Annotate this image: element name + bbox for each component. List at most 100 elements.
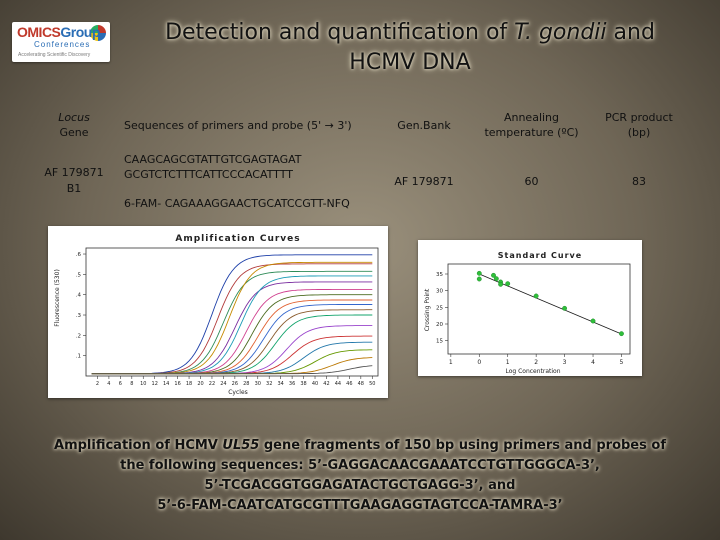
row-reverse-primer: GCGTCTCTTTCATTCCCACATTTT (124, 168, 293, 181)
standard-curve-y-tick-label: 30 (436, 289, 443, 295)
title-text-b: and (606, 20, 655, 45)
standard-curve-point (476, 276, 482, 282)
omics-group-logo: OMICSGroup Conferences Accelerating Scie… (12, 22, 110, 62)
standard-curve-panel: Standard Curve Crossing Point Log Concen… (418, 240, 642, 376)
figure-caption: Amplification of HCMV UL55 gene fragment… (20, 436, 700, 516)
header-annealing-unit: temperature (ºC) (484, 126, 579, 139)
standard-curve-x-tick-label: 1 (449, 359, 453, 366)
amplification-x-tick-label: 12 (152, 381, 158, 387)
amplification-x-tick-label: 6 (119, 381, 122, 387)
amplification-x-tick-label: 26 (232, 381, 238, 387)
row-probe: 6-FAM- CAGAAAGGAACTGCATCCGTT-NFQ (124, 197, 350, 210)
header-product: PCR product (605, 111, 673, 124)
logo-name: OMICSGroup (17, 24, 100, 40)
amplification-curve-7 (91, 288, 373, 375)
amplification-x-tick-label: 24 (220, 381, 226, 387)
amplification-y-tick-label: .2 (76, 333, 81, 339)
standard-curve-y-tick-label: 35 (436, 272, 443, 278)
caption-line-3: 5’-TCGACGGTGGAGATACTGCTGAGG-3’, and (204, 478, 516, 493)
amplification-curve-18 (91, 365, 373, 375)
amplification-y-tick-label: .3 (76, 313, 82, 319)
standard-curve-x-tick-label: 4 (591, 359, 595, 366)
standard-curve-point (493, 276, 499, 282)
amplification-curve-15 (91, 341, 373, 375)
amplification-x-tick-label: 8 (130, 381, 133, 387)
amplification-curve-6 (91, 275, 373, 375)
logo-tagline: Accelerating Scientific Discovery (18, 52, 91, 58)
amplification-curve-11 (91, 309, 373, 375)
amplification-x-tick-label: 50 (369, 381, 375, 387)
title-line-1: Detection and quantification of T. gondi… (130, 18, 690, 48)
primer-table: Locus Gene Sequences of primers and prob… (34, 104, 694, 226)
amplification-x-tick-label: 10 (140, 381, 146, 387)
amplification-y-tick-label: .4 (76, 293, 82, 299)
amplification-x-tick-label: 38 (300, 381, 306, 387)
row-product: 83 (632, 175, 646, 188)
amplification-x-tick-label: 4 (107, 381, 110, 387)
amplification-y-tick-label: .5 (76, 272, 82, 278)
amplification-x-tick-label: 22 (209, 381, 215, 387)
amplification-x-tick-label: 48 (358, 381, 364, 387)
standard-curve-y-tick-label: 15 (436, 339, 443, 345)
amplification-curve-5 (91, 281, 373, 375)
amplification-curves-chart: Amplification Curves Fluorescence (530) … (54, 234, 379, 396)
row-locus: AF 179871 (44, 166, 104, 179)
standard-curve-title: Standard Curve (498, 251, 582, 260)
standard-curve-point (590, 318, 596, 324)
standard-curve-point (533, 293, 539, 299)
header-gene: Gene (59, 126, 89, 139)
standard-curve-x-axis-label: Log Concentration (505, 368, 560, 375)
standard-curve-y-tick-label: 20 (436, 322, 443, 328)
amplification-curve-14 (91, 335, 373, 375)
standard-curve-y-axis-label: Crossing Point (424, 288, 431, 331)
amplification-x-tick-label: 40 (312, 381, 318, 387)
title-organism: T. gondii (514, 20, 607, 45)
standard-curve-point (562, 305, 567, 311)
caption-text-a: Amplification of HCMV (54, 438, 223, 453)
standard-curve-x-tick-label: 3 (563, 359, 567, 366)
amplification-y-tick-label: .6 (76, 252, 82, 258)
caption-text-b: gene fragments of 150 bp using primers a… (259, 438, 666, 453)
standard-curve-point (491, 272, 496, 278)
caption-line-1: Amplification of HCMV UL55 gene fragment… (20, 436, 700, 456)
amplification-x-tick-label: 30 (255, 381, 261, 387)
header-genbank: Gen.Bank (397, 119, 451, 132)
logo-name-group: Group (60, 24, 100, 40)
title-text-a: Detection and quantification of (165, 20, 515, 45)
standard-curve-x-tick-label: 1 (506, 359, 510, 366)
standard-curve-y-tick-label: 25 (436, 305, 443, 311)
amplification-y-axis-label: Fluorescence (530) (54, 269, 61, 327)
amplification-x-tick-label: 46 (346, 381, 352, 387)
amplification-x-tick-label: 32 (266, 381, 272, 387)
standard-curve-x-tick-label: 5 (620, 359, 624, 366)
caption-gene-name: UL55 (222, 438, 260, 453)
amplification-chart-title: Amplification Curves (175, 234, 300, 244)
amplification-x-tick-label: 18 (186, 381, 192, 387)
logo-name-omics: OMICS (17, 24, 61, 40)
amplification-x-tick-label: 36 (289, 381, 295, 387)
amplification-x-tick-label: 14 (163, 381, 169, 387)
amplification-x-tick-label: 42 (323, 381, 329, 387)
header-product-unit: (bp) (627, 126, 651, 139)
amplification-curve-4 (91, 261, 373, 375)
header-locus: Locus (58, 111, 90, 124)
amplification-x-tick-label: 2 (96, 381, 99, 387)
standard-curve-chart: Standard Curve Crossing Point Log Concen… (424, 251, 631, 375)
amplification-x-tick-label: 16 (174, 381, 180, 387)
row-forward-primer: CAAGCAGCGTATTGTCGAGTAGAT (124, 153, 302, 166)
row-gene: B1 (66, 182, 82, 195)
slide-title: Detection and quantification of T. gondi… (130, 18, 690, 78)
title-line-2: HCMV DNA (349, 50, 471, 75)
header-sequences: Sequences of primers and probe (5' → 3') (124, 119, 352, 132)
standard-curve-plot-frame (447, 263, 631, 355)
header-annealing: Annealing (503, 111, 560, 124)
logo-mark-icon (90, 25, 106, 41)
standard-curve-point (498, 281, 504, 287)
standard-curve-x-tick-label: 2 (534, 359, 538, 366)
logo-conferences: Conferences (34, 40, 91, 49)
standard-curve-point (505, 281, 511, 287)
amplification-plot-frame (85, 247, 379, 377)
row-annealing: 60 (524, 175, 539, 188)
amplification-x-axis-label: Cycles (228, 389, 248, 396)
amplification-x-tick-label: 28 (243, 381, 249, 387)
